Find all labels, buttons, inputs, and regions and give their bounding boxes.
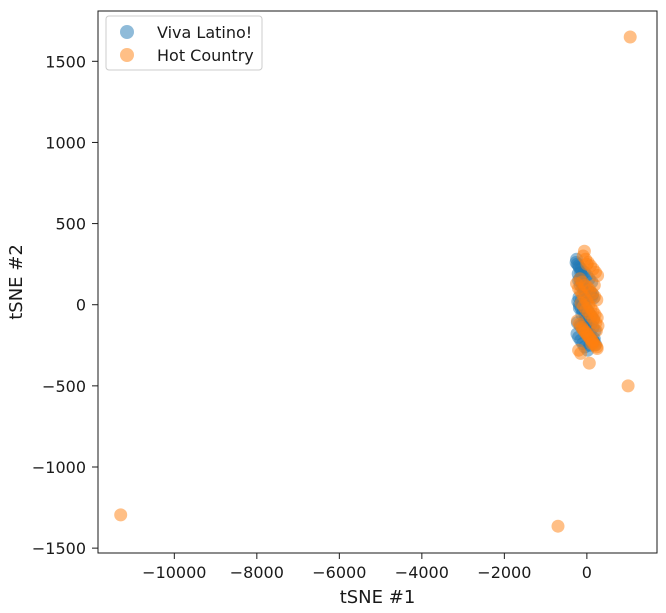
x-tick-label: −6000 [312, 563, 366, 582]
x-tick-label: 0 [582, 563, 592, 582]
legend-label-hot-country: Hot Country [157, 46, 254, 65]
legend-marker-viva-latino [120, 25, 134, 39]
x-axis-label: tSNE #1 [340, 587, 416, 608]
y-tick-label: 1000 [45, 133, 86, 152]
point-hot-country [589, 324, 603, 338]
legend-marker-hot-country [120, 48, 134, 62]
point-hot-country [587, 278, 601, 292]
legend-box [105, 15, 263, 71]
x-tick-label: −2000 [477, 563, 531, 582]
point-hot-country [585, 337, 599, 351]
points-layer [114, 30, 637, 533]
y-axis-label: tSNE #2 [6, 244, 27, 320]
y-tick-label: 1500 [45, 52, 86, 71]
y-tick-label: −500 [42, 377, 86, 396]
point-hot-country [577, 244, 591, 258]
y-tick-label: 0 [76, 296, 86, 315]
point-hot-country [580, 257, 594, 271]
y-tick-label: 500 [55, 215, 86, 234]
x-tick-label: −8000 [230, 563, 284, 582]
point-hot-country [621, 379, 635, 393]
x-tick-label: −4000 [395, 563, 449, 582]
point-hot-country [623, 30, 637, 44]
legend: Viva Latino! Hot Country [105, 15, 263, 71]
plot-frame [97, 10, 658, 554]
x-tick-label: −10000 [142, 563, 206, 582]
point-hot-country [574, 346, 588, 360]
point-hot-country [551, 519, 565, 533]
ticks-layer: −10000 −8000 −6000 −4000 −2000 0 −1500 −1000 −50… [32, 52, 592, 582]
point-hot-country [582, 356, 596, 370]
y-tick-label: −1500 [32, 539, 86, 558]
point-hot-country [114, 508, 128, 522]
legend-label-viva-latino: Viva Latino! [157, 23, 252, 42]
y-tick-label: −1000 [32, 458, 86, 477]
point-hot-country [590, 293, 604, 307]
